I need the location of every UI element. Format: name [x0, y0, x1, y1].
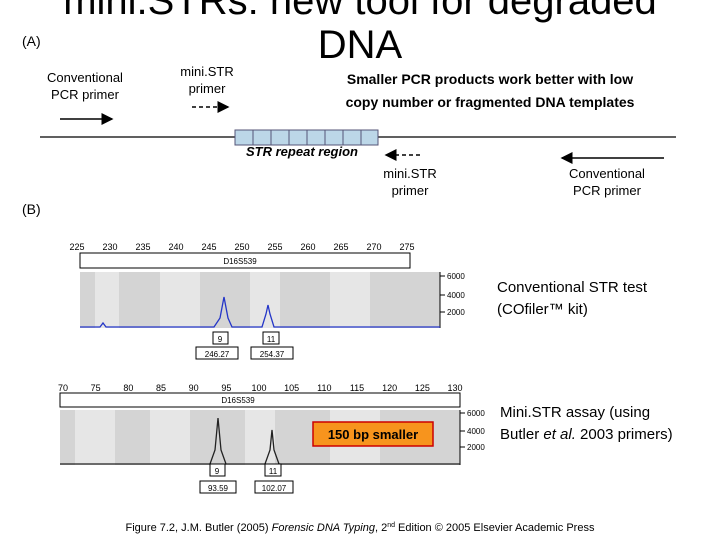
- headline: Smaller PCR products work better with lo…: [347, 71, 633, 87]
- caption-part: Edition © 2005 Elsevier Academic Press: [395, 522, 595, 534]
- locus-box: [79, 252, 411, 269]
- caption-part: Forensic DNA Typing: [272, 522, 376, 534]
- headline: copy number or fragmented DNA templates: [346, 94, 635, 110]
- axis-label: 125: [415, 383, 430, 393]
- axis-label: 95: [221, 383, 231, 393]
- caption: Figure 7.2, J.M. Butler (2005) Forensic …: [126, 522, 595, 534]
- allele: 11: [267, 335, 276, 344]
- primer-label: mini.STR: [383, 166, 436, 181]
- size: 102.07: [262, 484, 287, 493]
- description: Mini.STR assay (using: [500, 404, 650, 421]
- axis-label: 260: [300, 242, 315, 252]
- allele: 9: [218, 335, 223, 344]
- allele-box: [262, 331, 280, 345]
- allele-box: [264, 463, 282, 477]
- allele: 11: [269, 467, 278, 476]
- label-b: (B): [22, 201, 41, 217]
- size-box: [199, 480, 237, 494]
- str-region: [234, 129, 379, 146]
- axis-label: 250: [234, 242, 249, 252]
- primer-label: Conventional: [47, 70, 123, 85]
- label-a: (A): [22, 33, 41, 49]
- description: Butler et al. 2003 primers): [500, 426, 673, 443]
- primer-label: Conventional: [569, 166, 645, 181]
- str-region-label: STR repeat region: [246, 144, 358, 159]
- rfu-label: 4000: [447, 291, 465, 300]
- axis-label: 110: [317, 383, 331, 393]
- rfu-label: 2000: [467, 443, 485, 452]
- axis-label: 235: [135, 242, 150, 252]
- description-part: et al.: [543, 426, 576, 443]
- primer-label: primer: [392, 183, 430, 198]
- axis-label: 100: [251, 383, 266, 393]
- callout-box: [312, 421, 434, 447]
- axis-label: 245: [201, 242, 216, 252]
- caption-part: Figure 7.2, J.M. Butler (2005): [126, 522, 272, 534]
- title: DNA: [318, 23, 403, 67]
- allele-box: [212, 331, 229, 345]
- axis-label: 90: [189, 383, 199, 393]
- axis-label: 115: [350, 383, 364, 393]
- rfu-label: 6000: [447, 272, 465, 281]
- axis-label: 80: [123, 383, 133, 393]
- axis-label: 130: [447, 383, 462, 393]
- rfu-label: 6000: [467, 409, 485, 418]
- axis-label: 230: [102, 242, 117, 252]
- allele-box: [209, 463, 226, 477]
- axis-label: 70: [58, 383, 68, 393]
- axis-label: 265: [333, 242, 348, 252]
- locus-label: D16S539: [223, 257, 257, 266]
- size-box: [195, 346, 239, 360]
- size: 254.37: [260, 350, 285, 359]
- callout: 150 bp smaller: [328, 427, 418, 442]
- rfu-label: 4000: [467, 427, 485, 436]
- description-part: Butler: [500, 426, 543, 443]
- size-box: [250, 346, 294, 360]
- size: 246.27: [205, 350, 230, 359]
- description-part: 2003 primers): [576, 426, 673, 443]
- plot-area: [80, 272, 441, 328]
- description: (COfiler™ kit): [497, 301, 588, 318]
- axis-label: 225: [69, 242, 84, 252]
- description: Conventional STR test: [497, 279, 648, 296]
- caption-part: , 2: [375, 522, 387, 534]
- primer-label: primer: [189, 81, 227, 96]
- axis-label: 75: [91, 383, 101, 393]
- axis-label: 105: [284, 383, 299, 393]
- axis-label: 85: [156, 383, 166, 393]
- caption-part: nd: [387, 522, 395, 529]
- primer-label: PCR primer: [51, 87, 120, 102]
- locus-label: D16S539: [221, 396, 255, 405]
- axis-label: 255: [267, 242, 282, 252]
- axis-label: 270: [366, 242, 381, 252]
- size-box: [254, 480, 294, 494]
- axis-label: 120: [382, 383, 397, 393]
- rfu-label: 2000: [447, 308, 465, 317]
- size: 93.59: [208, 484, 229, 493]
- locus-box: [59, 392, 461, 408]
- allele: 9: [215, 467, 220, 476]
- axis-label: 275: [399, 242, 414, 252]
- axis-label: 240: [168, 242, 183, 252]
- primer-label: mini.STR: [180, 64, 233, 79]
- title: mini.STRs: new tool for degraded: [63, 0, 657, 23]
- primer-label: PCR primer: [573, 183, 642, 198]
